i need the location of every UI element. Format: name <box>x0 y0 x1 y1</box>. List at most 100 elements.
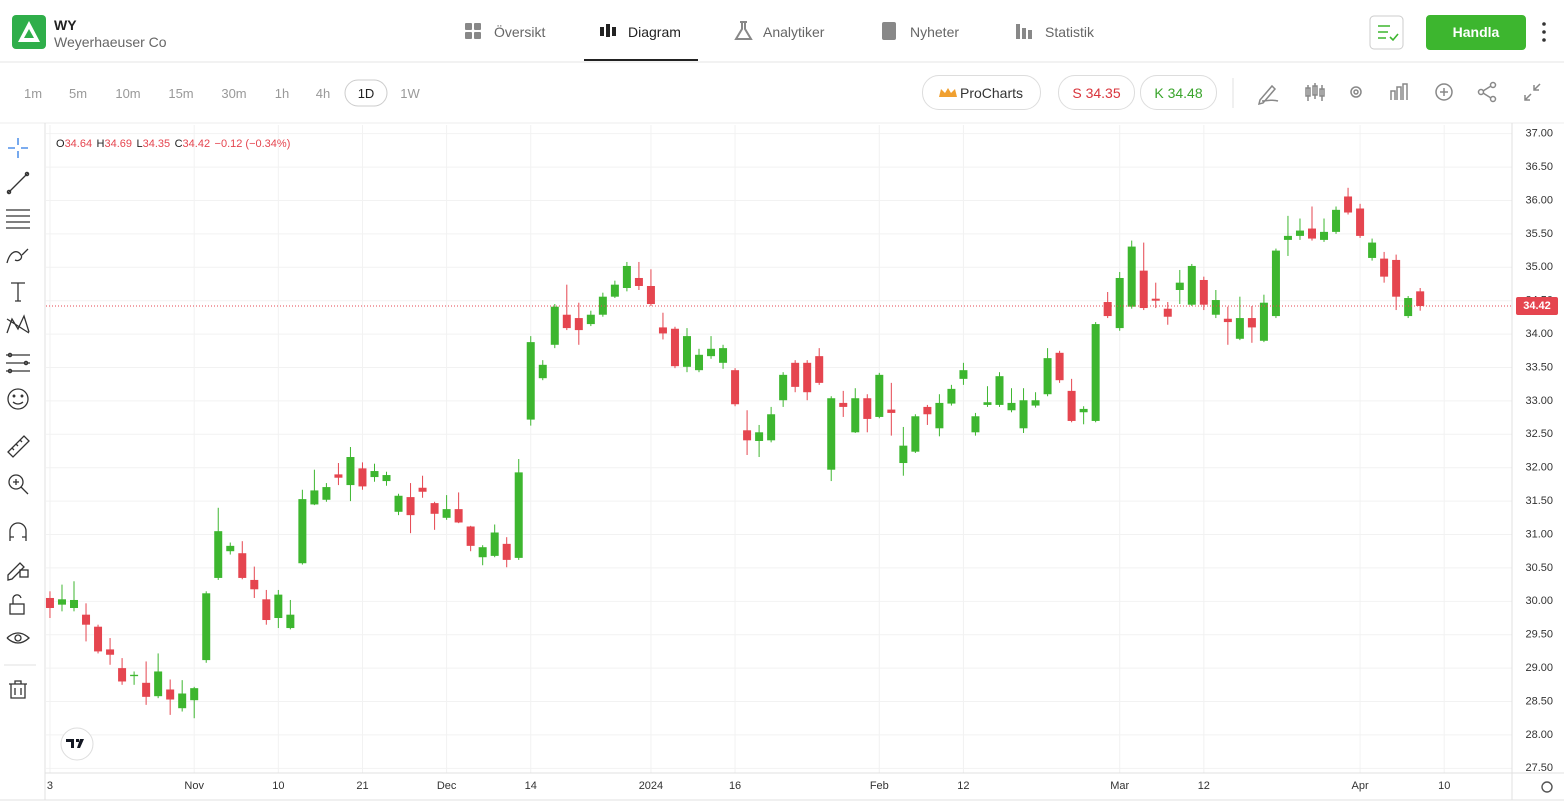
candle-body <box>226 545 235 552</box>
candle-body <box>106 649 115 655</box>
trade-button-label[interactable]: Handla <box>1452 24 1500 40</box>
grid-layer <box>46 125 1512 773</box>
candle-body <box>214 531 223 578</box>
ohlc-legend: O34.64 H34.69 L34.35 C34.42 −0.12 (−0.34… <box>56 134 290 152</box>
candle-body <box>1163 308 1172 317</box>
y-tick-label: 34.00 <box>1525 328 1553 340</box>
interval[interactable]: 30m <box>221 86 247 101</box>
candle-body <box>911 416 920 452</box>
candle-body <box>154 671 163 697</box>
nav-tab[interactable]: Nyheter <box>910 24 960 40</box>
ohlc-change: −0.12 (−0.34%) <box>214 138 291 150</box>
candle-body <box>1380 258 1389 277</box>
y-tick-label: 35.00 <box>1525 261 1553 273</box>
candle-body <box>707 348 716 357</box>
nav-tab[interactable]: Översikt <box>494 24 546 40</box>
candle-body <box>202 593 211 661</box>
candle-body <box>1332 209 1341 232</box>
candle-body <box>286 614 295 629</box>
y-tick-label: 32.00 <box>1525 462 1553 474</box>
candle-body <box>418 487 427 492</box>
interval[interactable]: 1D <box>357 86 375 101</box>
candle-body <box>478 547 487 558</box>
candle-body <box>178 693 187 709</box>
y-tick-label: 36.00 <box>1525 194 1553 206</box>
candle-body <box>803 362 812 393</box>
candle-body <box>827 398 836 470</box>
candle-body <box>1079 408 1088 413</box>
candle-body <box>887 409 896 413</box>
logo <box>12 15 46 49</box>
y-tick-label: 27.50 <box>1525 762 1553 774</box>
candle-body <box>634 277 643 286</box>
interval[interactable]: 10m <box>115 86 141 101</box>
y-tick-label: 28.50 <box>1525 695 1553 707</box>
candle-body <box>743 430 752 441</box>
candle-body <box>70 599 79 608</box>
procharts-button[interactable]: ProCharts <box>922 75 1041 110</box>
trade-button[interactable] <box>1426 15 1526 50</box>
candle-body <box>250 579 259 590</box>
candle-body <box>1067 390 1076 421</box>
ohlc-key: O <box>56 138 65 150</box>
symbol: WY <box>54 17 77 33</box>
candle-body <box>1043 358 1052 395</box>
candle-body <box>1271 250 1280 317</box>
candle-body <box>1223 318 1232 323</box>
candles <box>45 187 1512 719</box>
x-tick-label: Dec <box>437 780 457 792</box>
candle-body <box>1127 246 1136 307</box>
candle-body <box>130 674 139 677</box>
candle-body <box>947 388 956 404</box>
interval[interactable]: 1W <box>400 86 420 101</box>
ohlc-value: 34.69 <box>104 138 133 150</box>
x-tick-label: 16 <box>729 780 741 792</box>
watchlist-icon <box>1378 25 1399 42</box>
nav-tab[interactable]: Diagram <box>628 24 681 40</box>
tv-logo[interactable] <box>60 727 94 761</box>
candle-body <box>875 374 884 417</box>
nav-tab[interactable]: Analytiker <box>763 24 825 40</box>
x-tick-label: Apr <box>1352 780 1369 792</box>
interval[interactable]: 5m <box>68 86 88 101</box>
candle-body <box>94 626 103 652</box>
x-tick-label: 12 <box>1198 780 1210 792</box>
more-menu[interactable] <box>1542 22 1546 42</box>
company-name: Weyerhaeuser Co <box>54 34 167 50</box>
candle-body <box>310 490 319 505</box>
tool-icons[interactable] <box>1257 81 1541 106</box>
drawing-tools[interactable] <box>4 138 36 699</box>
candle-body <box>1211 300 1220 315</box>
sell-button[interactable]: S 34.35 <box>1058 75 1135 110</box>
ohlc-value: 34.35 <box>142 138 171 150</box>
interval[interactable]: 4h <box>315 86 331 101</box>
candle-body <box>238 553 247 578</box>
candle-body <box>1368 242 1377 258</box>
candle-body <box>1019 400 1028 429</box>
y-tick-label: 29.00 <box>1525 662 1553 674</box>
candle-body <box>719 348 728 363</box>
candle-body <box>791 362 800 387</box>
candle-body <box>935 402 944 429</box>
interval[interactable]: 1m <box>23 86 43 101</box>
candle-body <box>1103 302 1112 317</box>
candle-body <box>1320 231 1329 240</box>
ohlc-key: L <box>136 138 143 150</box>
candle-body <box>526 342 535 420</box>
candle-body <box>755 432 764 441</box>
ohlc-key: H <box>96 138 105 150</box>
settings-icon[interactable] <box>1541 781 1553 793</box>
candle-body <box>1416 291 1425 307</box>
candle-body <box>358 468 367 487</box>
candle-body <box>899 445 908 464</box>
x-tick-label: 10 <box>1438 780 1450 792</box>
candle-body <box>1055 352 1064 381</box>
ohlc-value: 34.64 <box>64 138 93 150</box>
candle-body <box>322 487 331 500</box>
buy-button[interactable]: K 34.48 <box>1140 75 1217 110</box>
interval[interactable]: 15m <box>168 86 194 101</box>
candle-body <box>959 370 968 379</box>
interval[interactable]: 1h <box>274 86 290 101</box>
nav-tab[interactable]: Statistik <box>1045 24 1095 40</box>
candle-body <box>586 314 595 325</box>
